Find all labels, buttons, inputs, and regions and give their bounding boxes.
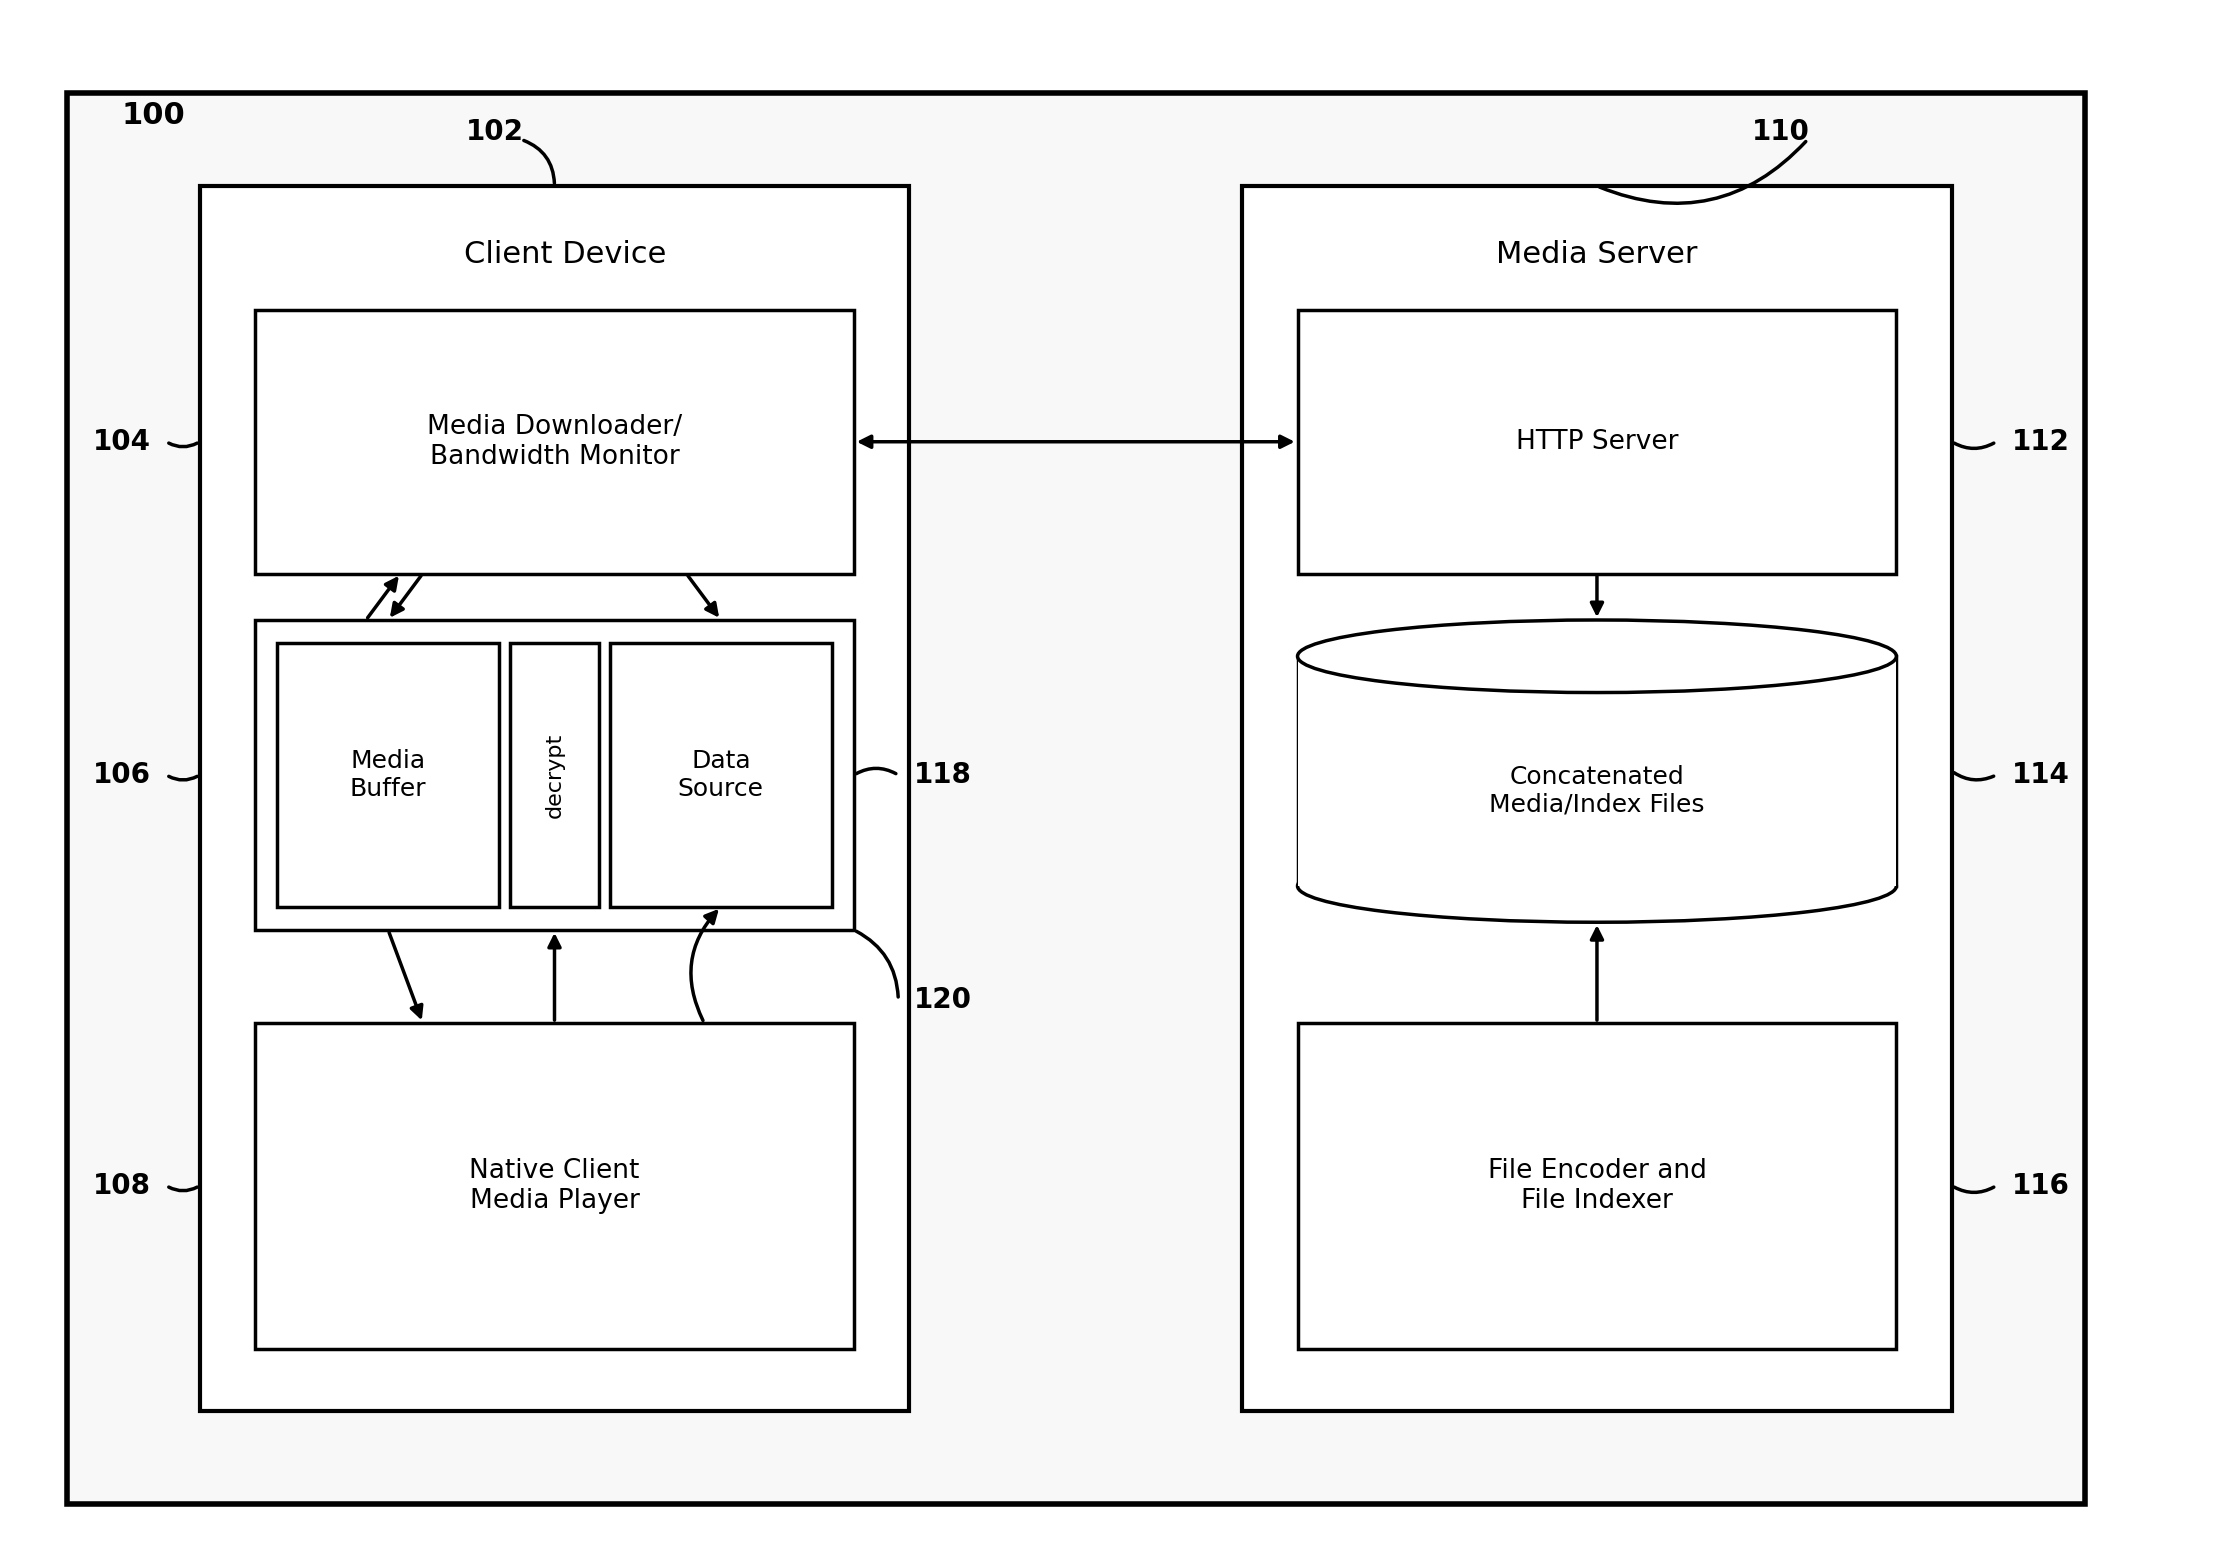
Text: Data
Source: Data Source <box>679 749 763 801</box>
Text: HTTP Server: HTTP Server <box>1515 429 1679 454</box>
Bar <box>277 643 499 907</box>
Text: 110: 110 <box>1752 118 1810 146</box>
Text: 100: 100 <box>122 101 186 130</box>
Bar <box>1298 656 1896 887</box>
Text: Native Client
Media Player: Native Client Media Player <box>470 1158 639 1214</box>
Text: Client Device: Client Device <box>464 240 668 270</box>
Text: 116: 116 <box>2012 1172 2069 1200</box>
Bar <box>255 620 854 930</box>
Bar <box>255 1023 854 1348</box>
Text: 118: 118 <box>914 761 971 789</box>
Text: 108: 108 <box>93 1172 151 1200</box>
Text: File Encoder and
File Indexer: File Encoder and File Indexer <box>1488 1158 1706 1214</box>
Text: Media Server: Media Server <box>1497 240 1697 270</box>
Ellipse shape <box>1298 620 1896 693</box>
Text: decrypt: decrypt <box>543 733 566 818</box>
Bar <box>510 643 599 907</box>
Text: 102: 102 <box>466 118 523 146</box>
Bar <box>610 643 832 907</box>
Text: 106: 106 <box>93 761 151 789</box>
Text: 120: 120 <box>914 986 971 1014</box>
Bar <box>1298 1023 1896 1348</box>
Text: Concatenated
Media/Index Files: Concatenated Media/Index Files <box>1488 764 1706 817</box>
Text: Media
Buffer: Media Buffer <box>350 749 426 801</box>
Text: 112: 112 <box>2012 428 2069 456</box>
Text: Media Downloader/
Bandwidth Monitor: Media Downloader/ Bandwidth Monitor <box>426 414 683 470</box>
Bar <box>1242 186 1952 1410</box>
Bar <box>1298 310 1896 574</box>
Bar <box>255 310 854 574</box>
Text: 104: 104 <box>93 428 151 456</box>
Ellipse shape <box>1298 849 1896 922</box>
Text: 114: 114 <box>2012 761 2069 789</box>
Bar <box>200 186 909 1410</box>
